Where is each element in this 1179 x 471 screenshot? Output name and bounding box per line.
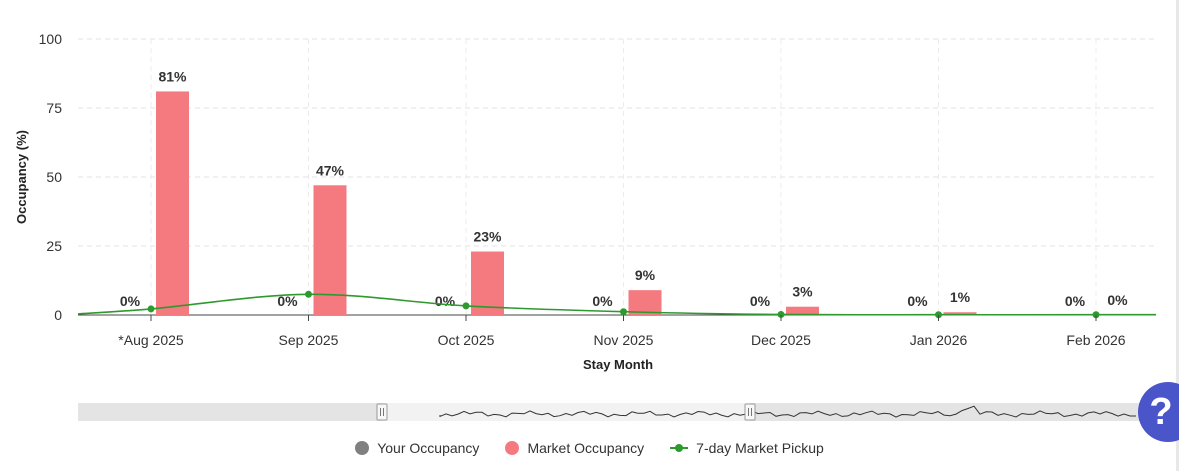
your-occupancy-data-label: 0% [120,293,141,309]
x-axis-title: Stay Month [583,357,653,372]
y-tick-label: 75 [46,100,62,116]
market-occupancy-bar [471,251,504,315]
market-occupancy-data-label: 9% [635,267,656,283]
pickup-point [935,311,942,319]
y-tick-label: 100 [39,31,63,47]
your-occupancy-data-label: 0% [592,293,613,309]
your-occupancy-data-label: 0% [750,293,771,309]
market-occupancy-bar [786,306,819,315]
y-tick-label: 0 [54,307,62,323]
navigator-handle-right[interactable] [744,403,756,421]
legend-item-your-occupancy[interactable]: Your Occupancy [355,440,479,456]
navigator-sparkline [439,405,1136,418]
legend-market-occupancy-symbol [505,441,520,455]
market-occupancy-bar [156,91,189,315]
help-button[interactable]: ? [1138,382,1179,442]
y-tick-label: 50 [46,169,62,185]
x-tick-label: Sep 2025 [279,332,339,348]
legend-pickup-symbol [670,444,689,452]
market-occupancy-data-label: 23% [473,229,502,245]
your-occupancy-data-label: 0% [277,293,298,309]
pickup-point [462,302,470,310]
occupancy-chart: 0 25 50 75 100 81% 47% 23% 9% 3% 1% 0% 0% 0% 0% 0% 0% 0% 0… [14,31,1156,421]
y-axis-title: Occupancy (%) [14,130,29,224]
your-occupancy-data-label: 0% [1065,293,1086,309]
pickup-line [77,293,1156,316]
page-edge-divider [1176,0,1179,471]
pickup-point [1092,311,1100,319]
x-tick-label: Oct 2025 [438,332,495,348]
pickup-point [777,310,785,318]
market-occupancy-data-label: 0% [1107,292,1128,308]
navigator-mask-right [750,403,1152,421]
legend-market-occupancy-label: Market Occupancy [527,440,645,456]
legend-your-occupancy-symbol [355,441,370,455]
navigator-mask-left [78,403,382,421]
legend-item-pickup[interactable]: 7-day Market Pickup [670,440,824,456]
x-tick-label: *Aug 2025 [118,332,184,348]
question-mark-icon: ? [1149,390,1173,433]
legend-item-market-occupancy[interactable]: Market Occupancy [505,440,644,456]
your-occupancy-data-label: 0% [907,293,928,309]
x-tick-label: Feb 2026 [1066,332,1125,348]
market-occupancy-data-label: 81% [158,68,187,84]
pickup-point [305,290,312,298]
navigator-handle-left[interactable] [376,403,388,421]
market-occupancy-data-label: 47% [316,162,345,178]
market-occupancy-bar [628,290,662,315]
chart-legend: Your Occupancy Market Occupancy 7-day Ma… [0,440,1179,456]
pickup-point [147,305,155,313]
market-occupancy-data-label: 3% [792,284,813,300]
legend-your-occupancy-label: Your Occupancy [377,440,480,456]
legend-pickup-label: 7-day Market Pickup [696,440,824,456]
x-tick-label: Nov 2025 [594,332,654,348]
your-occupancy-data-label: 0% [435,293,456,309]
x-tick-label: Jan 2026 [910,332,968,348]
pickup-point [620,308,627,316]
market-occupancy-bar [943,312,977,315]
market-occupancy-data-label: 1% [950,289,971,305]
y-tick-label: 25 [46,238,62,254]
x-tick-label: Dec 2025 [751,332,811,348]
market-occupancy-bar [313,185,347,315]
